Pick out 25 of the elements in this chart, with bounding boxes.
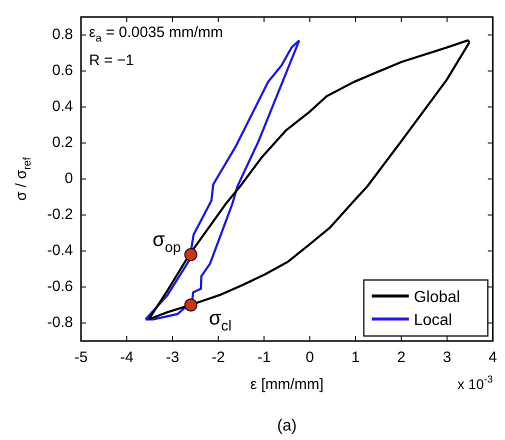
- annotation: R = −1: [89, 52, 134, 70]
- x-tick-label: -4: [120, 349, 134, 366]
- legend-label: Global: [414, 289, 460, 306]
- x-tick-label: 1: [351, 349, 360, 366]
- x-tick-label: -5: [74, 349, 88, 366]
- x-tick-label: 2: [397, 349, 406, 366]
- y-axis-title: σ / σref: [13, 156, 34, 201]
- y-tick-label: -0.2: [47, 206, 73, 224]
- x-axis-title: ε [mm/mm]: [250, 376, 324, 394]
- y-tick-label: 0.4: [52, 98, 73, 116]
- y-tick-label: -0.4: [47, 242, 73, 260]
- x-tick-label: -3: [166, 349, 180, 366]
- y-tick-label: 0: [64, 170, 73, 188]
- text: (a): [277, 417, 297, 434]
- y-tick-label: 0.2: [52, 134, 73, 152]
- y-tick-label: 0.6: [52, 62, 73, 80]
- legend-label: Local: [414, 312, 452, 329]
- x-tick-label: -1: [257, 349, 271, 366]
- x-tick-label: 3: [442, 349, 452, 366]
- y-tick-label: -0.8: [47, 314, 73, 332]
- y-tick-label: -0.6: [47, 278, 73, 296]
- x-tick-label: 0: [306, 349, 314, 366]
- x-tick-label: -2: [212, 349, 225, 366]
- x-tick-label: 4: [488, 349, 497, 366]
- y-tick-label: 0.8: [52, 26, 73, 44]
